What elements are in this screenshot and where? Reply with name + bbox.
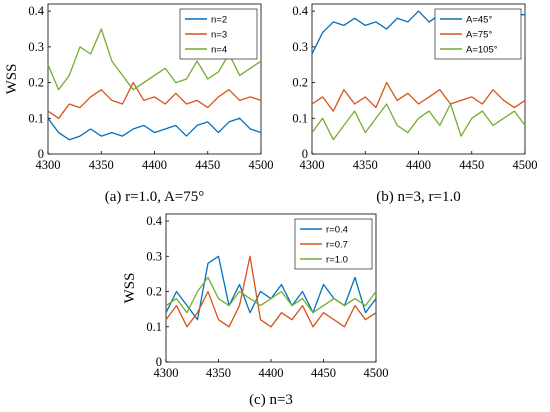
series-line-2 xyxy=(47,81,262,119)
legend-label: r=0.4 xyxy=(326,225,348,236)
y-tick-label: 0.1 xyxy=(146,320,162,334)
series-line-2 xyxy=(165,255,377,328)
x-tick-label: 4400 xyxy=(406,158,431,172)
series-line-3 xyxy=(311,103,526,141)
series-line-1 xyxy=(47,117,262,141)
panel-caption: (a) r=1.0, A=75° xyxy=(105,189,205,205)
series-line-3 xyxy=(47,28,262,91)
y-tick-label: 0.3 xyxy=(28,40,44,54)
y-tick-label: 0.4 xyxy=(146,214,162,228)
y-tick-label: 0.2 xyxy=(292,76,308,90)
x-tick-label: 4350 xyxy=(353,158,378,172)
legend-label: n=2 xyxy=(211,15,227,26)
panel-c: 4300 4350 4400 4450 4500 0 0.1 0.2 0.3 0.4 WSS (c) … xyxy=(122,213,389,408)
legend-label: r=1.0 xyxy=(326,255,348,266)
y-tick-label: 0 xyxy=(38,147,44,161)
series-line-2 xyxy=(311,81,526,112)
panel-a: 4300 4350 4400 4450 4500 0 0.1 0.2 0.3 0.4 WSS (a) … xyxy=(4,3,274,205)
panel-caption: (b) n=3, r=1.0 xyxy=(376,189,460,205)
legend-label: n=3 xyxy=(211,30,227,41)
legend: r=0.4 r=0.7 r=1.0 xyxy=(294,218,373,270)
x-tick-label: 4350 xyxy=(206,366,231,380)
series-line-3 xyxy=(165,276,377,314)
legend-label: n=4 xyxy=(211,45,227,56)
y-axis-label: WSS xyxy=(4,64,20,95)
y-tick-label: 0.2 xyxy=(28,76,44,90)
y-tick-label: 0.4 xyxy=(292,4,308,18)
x-tick-label: 4400 xyxy=(142,158,167,172)
x-tick-label: 4350 xyxy=(89,158,114,172)
y-tick-label: 0.1 xyxy=(28,111,44,125)
x-tick-label: 4400 xyxy=(259,366,284,380)
x-tick-label: 4450 xyxy=(195,158,220,172)
legend-label: r=0.7 xyxy=(326,240,348,251)
panel-caption: (c) n=3 xyxy=(249,392,293,408)
legend: n=2 n=3 n=4 xyxy=(179,8,258,60)
y-tick-label: 0 xyxy=(302,147,308,161)
x-tick-label: 4500 xyxy=(249,158,274,172)
x-tick-label: 4500 xyxy=(513,158,538,172)
y-tick-label: 0.3 xyxy=(292,40,308,54)
y-tick-label: 0.1 xyxy=(292,111,308,125)
y-tick-label: 0.2 xyxy=(146,285,162,299)
x-tick-label: 4300 xyxy=(300,158,325,172)
x-tick-label: 4450 xyxy=(459,158,484,172)
x-tick-label: 4300 xyxy=(36,158,61,172)
legend: A=45° A=75° A=105° xyxy=(434,8,522,60)
x-tick-label: 4500 xyxy=(364,366,389,380)
legend-label: A=75° xyxy=(466,30,492,41)
y-tick-label: 0.3 xyxy=(146,249,162,263)
x-tick-label: 4450 xyxy=(311,366,336,380)
y-axis-label: WSS xyxy=(122,273,138,304)
x-tick-label: 4300 xyxy=(154,366,179,380)
legend-label: A=105° xyxy=(466,45,498,56)
panel-b: 4300 4350 4400 4450 4500 0 0.1 0.2 0.3 0.4 (b) n=3… xyxy=(292,3,538,205)
y-tick-label: 0 xyxy=(156,355,162,369)
legend-label: A=45° xyxy=(466,15,492,26)
y-tick-label: 0.4 xyxy=(28,4,44,18)
